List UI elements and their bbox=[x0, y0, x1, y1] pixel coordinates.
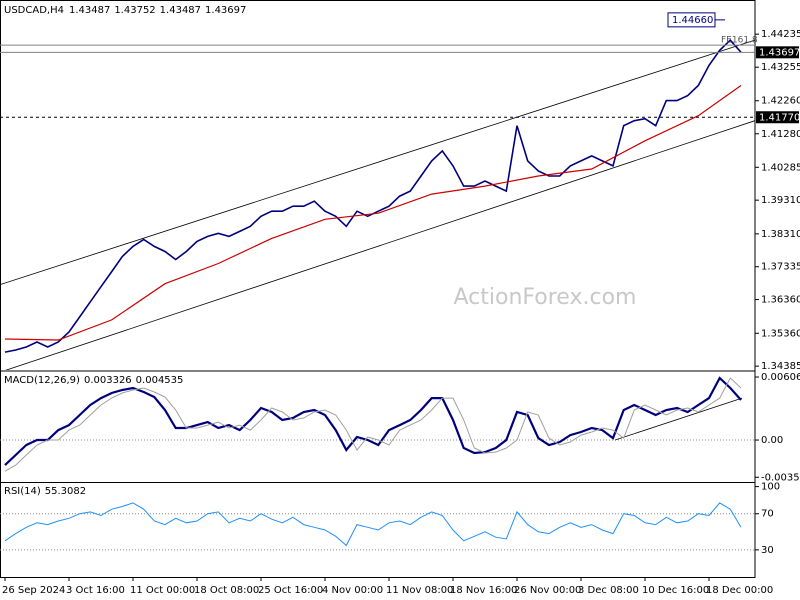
y-tick-label: 1.34385 bbox=[761, 361, 800, 372]
y-tick-label: 0.00 bbox=[761, 435, 783, 446]
series-line bbox=[4, 502, 742, 547]
trendline bbox=[5, 120, 755, 370]
watermark: ActionForex.com bbox=[454, 285, 637, 310]
price-title: USDCAD,H4 1.43487 1.43752 1.43487 1.43697 bbox=[4, 5, 246, 16]
x-tick-label: 3 Dec 08:00 bbox=[578, 585, 639, 596]
rsi-title: RSI(14) 55.3082 bbox=[4, 486, 86, 497]
y-tick-label: 30 bbox=[761, 545, 774, 556]
x-tick-label: 4 Nov 00:00 bbox=[322, 585, 383, 596]
trendline bbox=[0, 39, 755, 286]
x-tick-label: 18 Nov 16:00 bbox=[450, 585, 517, 596]
frame bbox=[0, 0, 756, 578]
trendline bbox=[615, 397, 743, 441]
x-tick-label: 26 Nov 00:00 bbox=[514, 585, 581, 596]
x-tick-label: 26 Sep 2024 bbox=[2, 585, 65, 596]
price-tag bbox=[756, 111, 799, 124]
y-tick-label: 1.43255 bbox=[761, 62, 800, 73]
price-tag-label: 1.41770 bbox=[759, 112, 800, 123]
y-tick-label: 1.37335 bbox=[761, 262, 800, 273]
y-tick-label: 1.39310 bbox=[761, 195, 800, 206]
macd-title: MACD(12,26,9) 0.003326 0.004535 bbox=[4, 375, 183, 386]
y-tick-label: 0.006067 bbox=[761, 372, 800, 383]
x-tick-label: 10 Dec 16:00 bbox=[642, 585, 709, 596]
y-tick-label: -0.003583 bbox=[761, 472, 800, 483]
y-tick-label: 1.35360 bbox=[761, 328, 800, 339]
y-tick-label: 1.36360 bbox=[761, 295, 800, 306]
level-label: FE161.8 bbox=[721, 36, 758, 46]
y-tick-label: 1.44235 bbox=[761, 29, 800, 40]
x-tick-label: 11 Oct 00:00 bbox=[130, 585, 195, 596]
series-line bbox=[4, 376, 742, 466]
plot-area bbox=[0, 376, 755, 472]
x-tick-label: 25 Oct 16:00 bbox=[258, 585, 323, 596]
price-tag-label: 1.43697 bbox=[759, 47, 800, 58]
x-tick-label: 3 Oct 16:00 bbox=[66, 585, 125, 596]
price-tag bbox=[756, 46, 799, 59]
x-tick-label: 18 Dec 00:00 bbox=[706, 585, 773, 596]
y-tick-label: 1.40285 bbox=[761, 162, 800, 173]
y-tick-label: 1.38310 bbox=[761, 229, 800, 240]
x-tick-label: 18 Oct 08:00 bbox=[194, 585, 259, 596]
level-box bbox=[667, 12, 716, 28]
level-box-label: 1.44660 bbox=[672, 15, 713, 26]
series-line bbox=[4, 377, 742, 472]
y-tick-label: 1.41280 bbox=[761, 129, 800, 140]
plot-area bbox=[0, 502, 755, 551]
series-line bbox=[4, 85, 742, 341]
y-tick-label: 70 bbox=[761, 509, 774, 520]
x-tick-label: 11 Nov 08:00 bbox=[386, 585, 453, 596]
plot-area bbox=[0, 39, 755, 370]
y-tick-label: 1.42260 bbox=[761, 96, 800, 107]
y-tick-label: 100 bbox=[761, 482, 780, 493]
